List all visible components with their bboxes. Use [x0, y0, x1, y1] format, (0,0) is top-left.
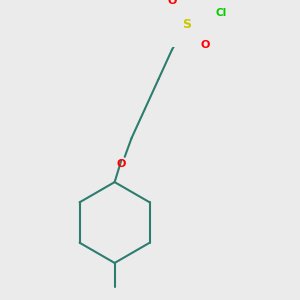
Text: Cl: Cl: [216, 8, 227, 18]
Text: S: S: [183, 18, 192, 31]
Text: O: O: [201, 40, 210, 50]
Text: O: O: [117, 159, 126, 169]
Text: O: O: [167, 0, 177, 6]
